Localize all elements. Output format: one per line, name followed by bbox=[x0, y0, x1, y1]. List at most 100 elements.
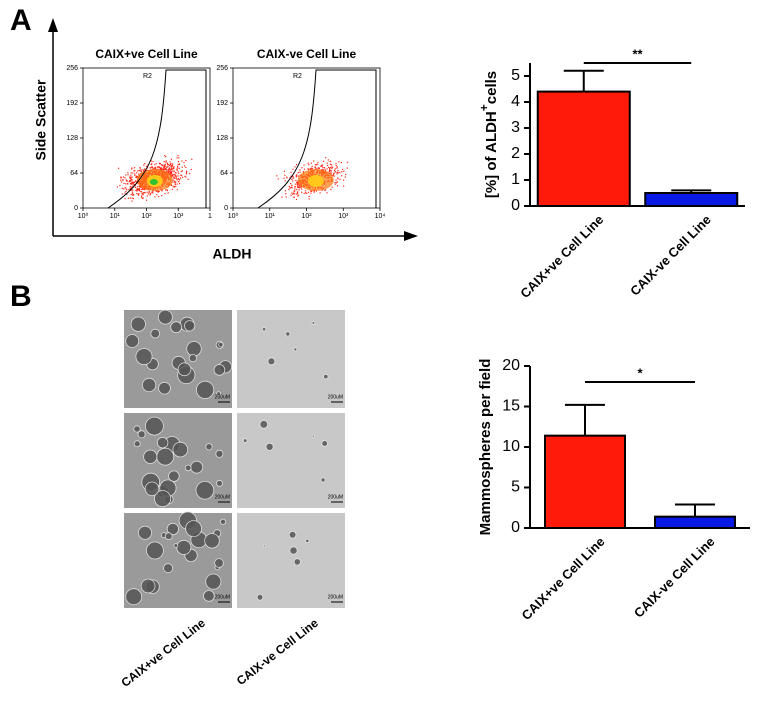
event-dot bbox=[130, 194, 132, 196]
event-dot bbox=[341, 168, 344, 170]
event-dot bbox=[138, 188, 140, 190]
event-dot bbox=[283, 177, 285, 179]
event-dot bbox=[336, 173, 338, 175]
event-dot bbox=[123, 182, 125, 184]
x-tick-label: 1 bbox=[208, 213, 212, 220]
event-dot bbox=[137, 175, 139, 177]
mammosphere bbox=[214, 558, 224, 568]
event-dot bbox=[296, 193, 298, 195]
bar bbox=[644, 192, 739, 207]
y-tick-label: 0 bbox=[511, 197, 520, 214]
gate bbox=[257, 69, 377, 209]
event-dot bbox=[140, 170, 142, 172]
x-tick-label: 10⁰ bbox=[78, 212, 89, 220]
event-dot bbox=[124, 187, 126, 189]
mammosphere bbox=[158, 381, 171, 395]
event-dot bbox=[327, 159, 329, 161]
event-dot bbox=[285, 193, 287, 195]
event-dot bbox=[295, 175, 297, 178]
event-dot bbox=[285, 196, 287, 198]
event-dot bbox=[120, 176, 122, 178]
mammosphere bbox=[142, 377, 157, 393]
event-dot bbox=[121, 181, 123, 183]
event-dot bbox=[181, 160, 183, 162]
mammosphere bbox=[267, 357, 276, 366]
event-dot bbox=[307, 191, 309, 193]
event-dot bbox=[174, 174, 176, 176]
event-dot bbox=[172, 181, 174, 183]
event-dot bbox=[186, 171, 188, 173]
event-dot bbox=[126, 189, 128, 191]
mammosphere bbox=[305, 538, 310, 543]
event-dot bbox=[150, 163, 152, 165]
x-tick-label: 10⁴ bbox=[375, 213, 386, 220]
event-dot bbox=[329, 163, 331, 165]
axis-label: Side Scatter bbox=[33, 79, 49, 160]
event-dot bbox=[131, 182, 133, 184]
event-dot bbox=[130, 178, 132, 180]
event-dot bbox=[142, 197, 144, 199]
event-dot bbox=[163, 161, 165, 163]
event-dot bbox=[292, 193, 294, 195]
mammosphere bbox=[125, 588, 143, 606]
event-dot bbox=[296, 174, 298, 176]
density-core bbox=[307, 175, 324, 187]
event-dot bbox=[344, 176, 346, 178]
event-dot bbox=[281, 196, 283, 198]
mammosphere bbox=[156, 447, 175, 466]
event-dot bbox=[330, 172, 332, 174]
event-dot bbox=[337, 177, 339, 180]
event-dot bbox=[136, 187, 139, 189]
axis-label: ALDH bbox=[213, 246, 252, 262]
event-dot bbox=[176, 189, 178, 191]
event-dot bbox=[141, 196, 143, 198]
event-dot bbox=[129, 187, 131, 189]
event-dot bbox=[292, 176, 294, 178]
mammosphere bbox=[184, 464, 192, 472]
event-dot bbox=[129, 197, 131, 199]
event-dot bbox=[136, 189, 138, 191]
event-dot bbox=[329, 167, 332, 169]
mammosphere bbox=[133, 440, 141, 448]
mammosphere bbox=[216, 391, 222, 397]
event-dot bbox=[291, 187, 293, 189]
event-dot bbox=[292, 175, 294, 177]
event-dot bbox=[190, 168, 192, 171]
event-dot bbox=[341, 171, 343, 173]
event-dot bbox=[141, 188, 143, 191]
event-dot bbox=[304, 190, 307, 192]
y-tick-label: 3 bbox=[511, 119, 520, 136]
event-dot bbox=[143, 170, 145, 172]
event-dot bbox=[291, 185, 293, 187]
event-dot bbox=[160, 169, 163, 171]
y-axis-label: [%] of ALDH+cells bbox=[477, 71, 500, 198]
event-dot bbox=[277, 178, 279, 180]
event-dot bbox=[156, 190, 159, 192]
event-dot bbox=[132, 185, 134, 187]
event-dot bbox=[145, 165, 148, 167]
event-dot bbox=[297, 172, 299, 174]
event-dot bbox=[170, 158, 172, 160]
event-dot bbox=[172, 179, 174, 181]
event-dot bbox=[284, 180, 286, 182]
event-dot bbox=[163, 169, 165, 171]
event-dot bbox=[290, 186, 292, 188]
event-dot bbox=[177, 166, 179, 168]
event-dot bbox=[161, 167, 163, 169]
y-axis-label-part: + bbox=[477, 104, 491, 111]
x-tick-label: 10¹ bbox=[265, 213, 276, 220]
event-dot bbox=[172, 168, 174, 170]
mammosphere bbox=[203, 590, 215, 602]
event-dot bbox=[163, 167, 165, 169]
event-dot bbox=[138, 169, 141, 172]
event-dot bbox=[127, 174, 129, 176]
event-dot bbox=[311, 168, 314, 170]
scale-label: 200uM bbox=[328, 594, 343, 600]
y-axis-label-part: [%] of ALDH bbox=[483, 111, 500, 198]
event-dot bbox=[310, 192, 312, 194]
mammosphere bbox=[137, 525, 152, 540]
event-dot bbox=[137, 185, 139, 187]
event-dot bbox=[326, 168, 328, 170]
event-dot bbox=[296, 188, 298, 191]
event-dot bbox=[154, 164, 156, 166]
